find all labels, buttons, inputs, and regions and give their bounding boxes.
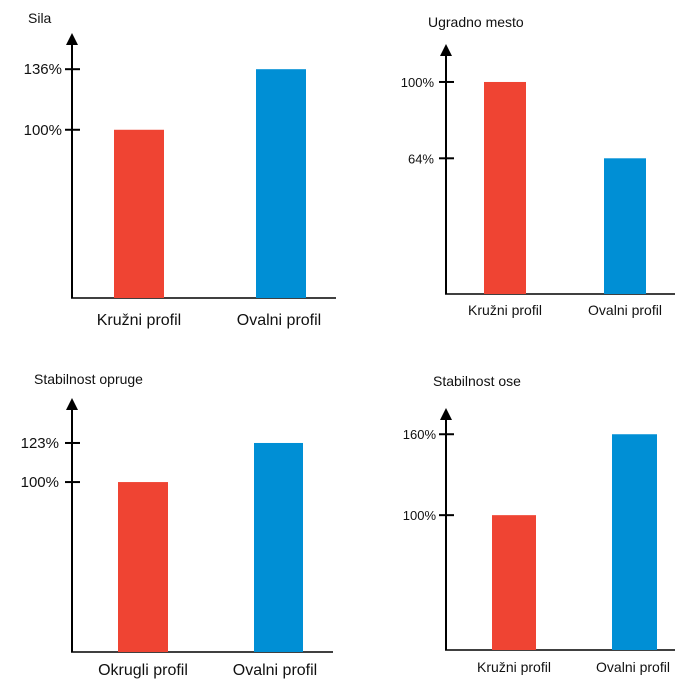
chart-panel-4: Stabilnost ose 100% 160% Kružni profil Ovaln… xyxy=(403,373,675,675)
y-tick-label: 123% xyxy=(21,435,59,452)
chart-title: Ugradno mesto xyxy=(428,14,524,30)
y-tick-label: 64% xyxy=(408,151,434,166)
bar-1 xyxy=(114,129,164,298)
bar-1 xyxy=(484,81,526,294)
chart-panel-2: Ugradno mesto 100% 64% Kružni profil Ovalni … xyxy=(401,14,675,318)
bar-1 xyxy=(492,515,536,650)
y-tick-label: 100% xyxy=(21,474,59,491)
category-label: Ovalni profil xyxy=(596,659,670,675)
chart-panel-1: Sila 100% 136% Kružni profil Ovalni profil xyxy=(24,10,336,329)
category-label: Ovalni profil xyxy=(588,302,662,318)
y-axis-arrow-icon xyxy=(440,44,452,56)
y-tick-label: 100% xyxy=(401,75,435,90)
category-label: Okrugli profil xyxy=(98,662,188,679)
y-axis-arrow-icon xyxy=(66,33,78,45)
category-label: Ovalni profil xyxy=(233,662,317,679)
y-tick-label: 160% xyxy=(403,427,437,442)
bar-1 xyxy=(118,482,168,652)
category-label: Kružni profil xyxy=(97,312,181,329)
y-axis-arrow-icon xyxy=(440,408,452,420)
y-tick-label: 136% xyxy=(24,61,62,78)
y-tick-label: 100% xyxy=(24,122,62,139)
y-axis-arrow-icon xyxy=(66,398,78,410)
chart-panel-3: Stabilnost opruge 100% 123% Okrugli profil O… xyxy=(21,371,333,679)
category-label: Kružni profil xyxy=(477,659,551,675)
bar-2 xyxy=(254,442,303,652)
bar-2 xyxy=(256,69,306,298)
bar-2 xyxy=(612,434,657,650)
y-tick-label: 100% xyxy=(403,508,437,523)
chart-title: Stabilnost ose xyxy=(433,373,521,389)
chart-title: Stabilnost opruge xyxy=(34,371,143,387)
bar-2 xyxy=(604,158,646,294)
category-label: Ovalni profil xyxy=(237,312,321,329)
category-label: Kružni profil xyxy=(468,302,542,318)
chart-title: Sila xyxy=(28,10,52,26)
